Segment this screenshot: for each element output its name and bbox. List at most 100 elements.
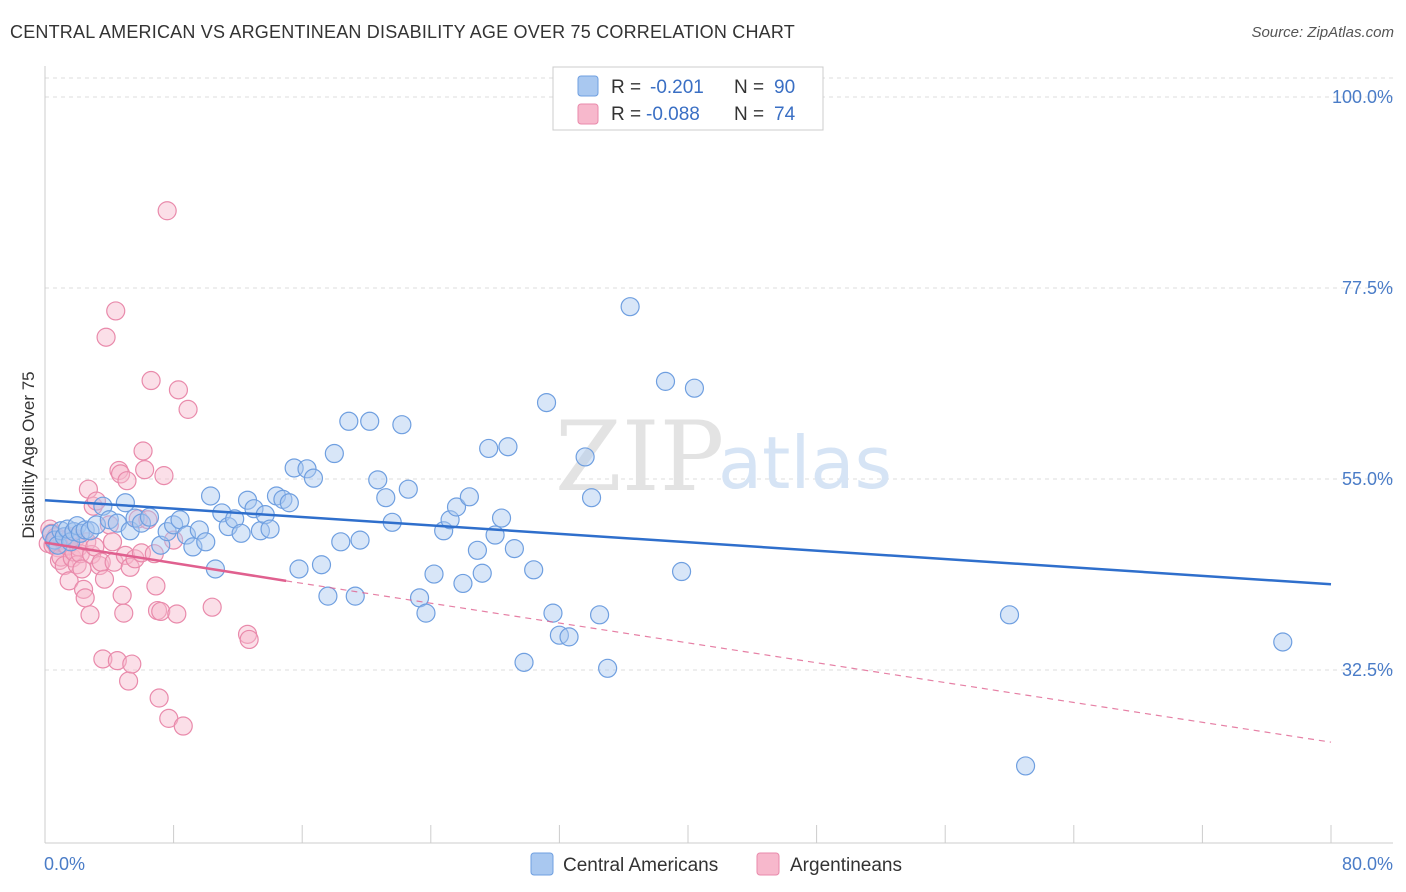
central-americans-point <box>684 378 705 398</box>
central-americans-point <box>339 411 359 431</box>
central-americans-point <box>345 586 365 606</box>
argentineans-trend-extension <box>286 580 1332 743</box>
argentineans-point <box>146 576 166 596</box>
central-americans-point <box>125 508 145 528</box>
argentineans-point <box>167 604 187 624</box>
argentineans-point <box>122 654 142 674</box>
bottom-legend-swatch-blue <box>530 852 554 876</box>
argentineans-point <box>202 597 222 617</box>
source-credit: Source: ZipAtlas.com <box>1251 24 1394 41</box>
argentineans-point <box>118 671 139 691</box>
argentineans-point <box>149 688 169 708</box>
central-americans-point <box>453 573 473 594</box>
argentineans-point <box>112 585 132 605</box>
central-americans-point <box>376 488 396 508</box>
central-americans-point <box>543 603 563 623</box>
y-axis-label: Disability Age Over 75 <box>19 371 38 538</box>
argentineans-point <box>154 466 174 486</box>
legend-n-label-2: N = <box>734 104 764 125</box>
central-americans-point <box>424 564 444 584</box>
legend-n-value-1: 90 <box>774 77 795 98</box>
central-americans-point <box>189 520 209 540</box>
central-americans-point <box>467 540 488 560</box>
central-americans-point <box>498 437 518 457</box>
legend-r-label-1: R = <box>611 77 641 98</box>
central-americans-point <box>1273 632 1293 652</box>
central-americans-point <box>279 493 299 513</box>
central-americans-point <box>176 525 197 545</box>
points-layer <box>38 201 1293 776</box>
central-americans-point <box>581 488 602 508</box>
central-americans-point <box>303 468 324 488</box>
central-americans-point <box>575 447 595 467</box>
y-tick-label: 32.5% <box>1342 660 1393 680</box>
argentineans-point <box>168 380 189 400</box>
central-americans-point <box>196 532 216 552</box>
legend-n-value-2: 74 <box>774 104 796 125</box>
stats-legend: R = -0.201 N = 90 R = -0.088 N = 74 <box>552 66 824 131</box>
central-americans-trend-line <box>44 498 1332 586</box>
argentineans-point <box>59 571 79 591</box>
central-americans-point <box>331 532 351 552</box>
central-americans-point <box>260 519 280 539</box>
central-americans-point <box>491 508 512 528</box>
central-americans-point <box>318 586 338 606</box>
central-americans-point <box>598 658 618 678</box>
x-tick-label-min: 0.0% <box>44 854 85 874</box>
y-tick-label: 77.5% <box>1342 278 1393 298</box>
central-americans-point <box>360 411 380 431</box>
central-americans-point <box>671 561 692 582</box>
central-americans-point <box>1015 756 1036 776</box>
argentineans-point <box>96 327 116 347</box>
watermark-atlas: atlas <box>718 421 892 505</box>
grid-layer <box>45 77 1393 671</box>
axes-layer <box>44 66 1393 844</box>
argentineans-point <box>102 532 123 552</box>
bottom-legend-label-2: Argentineans <box>790 855 902 876</box>
central-americans-point <box>392 415 412 435</box>
watermark: ZIP atlas <box>555 401 892 513</box>
central-americans-point <box>559 627 579 647</box>
central-americans-point <box>86 515 107 535</box>
y-tick-label: 100.0% <box>1332 87 1393 107</box>
argentineans-point <box>173 716 193 736</box>
central-americans-point <box>589 605 610 625</box>
argentineans-point <box>75 588 95 608</box>
argentineans-point <box>151 601 171 622</box>
central-americans-point <box>297 459 317 479</box>
legend-r-value-1: -0.201 <box>650 77 704 98</box>
central-americans-point <box>164 515 184 535</box>
argentineans-point <box>157 201 177 221</box>
x-tick-label-max: 80.0% <box>1342 854 1393 874</box>
central-americans-point <box>446 497 467 517</box>
central-americans-point <box>536 393 557 413</box>
argentineans-trend-line <box>44 541 287 583</box>
legend-r-value-2: -0.088 <box>646 104 700 125</box>
central-americans-point <box>183 537 203 557</box>
central-americans-point <box>504 539 524 559</box>
argentineans-point <box>80 605 100 625</box>
central-americans-point <box>655 371 676 391</box>
central-americans-point <box>549 625 570 645</box>
y-tick-labels: 32.5% 55.0% 77.5% 100.0% <box>1332 87 1393 680</box>
argentineans-point <box>93 649 113 669</box>
central-americans-point <box>620 297 640 317</box>
central-americans-point <box>139 507 160 527</box>
central-americans-point <box>514 652 534 672</box>
trend-layer <box>44 498 1332 743</box>
central-americans-point <box>289 559 309 579</box>
argentineans-point <box>83 496 103 516</box>
central-americans-point <box>120 521 140 541</box>
legend-swatch-pink <box>577 103 599 125</box>
central-americans-point <box>324 443 344 464</box>
central-americans-point <box>472 563 492 583</box>
argentineans-point <box>117 471 137 491</box>
legend-r-label-2: R = <box>611 104 641 125</box>
argentineans-point <box>109 460 129 481</box>
central-americans-point <box>350 530 370 550</box>
argentineans-point <box>239 629 259 650</box>
legend-n-label-1: N = <box>734 77 764 98</box>
argentineans-point <box>178 399 198 419</box>
y-tick-label: 55.0% <box>1342 469 1393 489</box>
